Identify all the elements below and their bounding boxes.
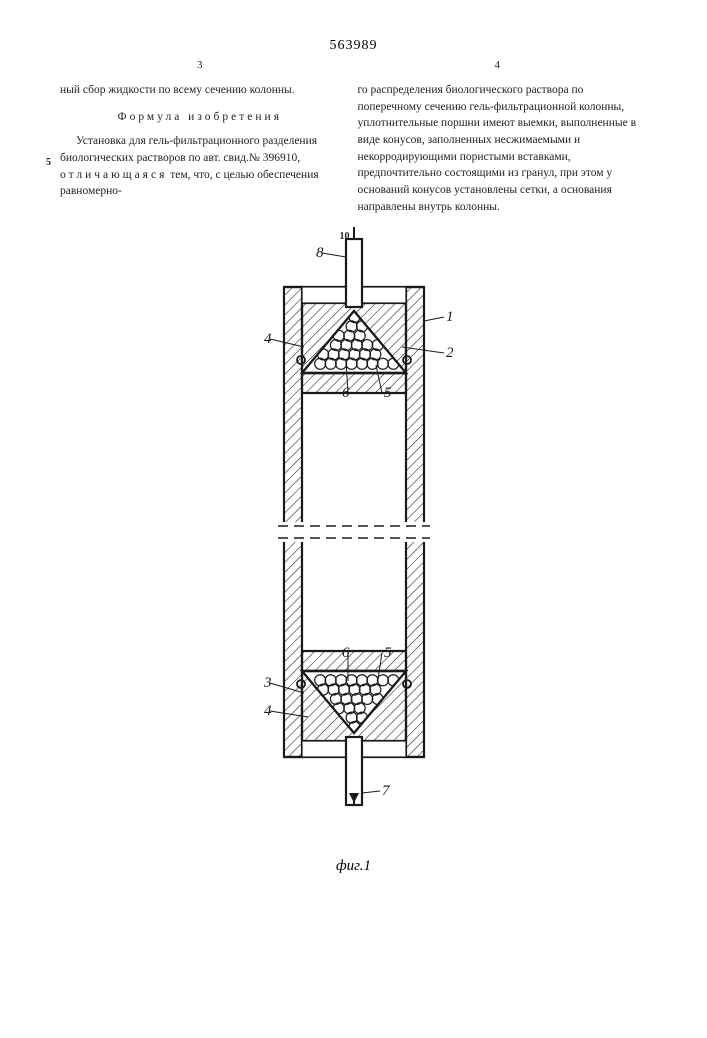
figure-wrap: 8 1 2 4 6 5 6 5 3 4 7 фиг.1 <box>0 227 707 875</box>
figure-caption: фиг.1 <box>0 858 707 875</box>
right-column: 4 го распределения биологического раство… <box>358 58 638 217</box>
svg-text:7: 7 <box>382 783 391 799</box>
svg-text:5: 5 <box>384 645 392 661</box>
svg-text:2: 2 <box>446 345 454 361</box>
svg-text:4: 4 <box>264 703 272 719</box>
formula-title: Формула изобретения <box>60 109 340 126</box>
line-marker-10: 10 <box>340 230 350 245</box>
svg-text:6: 6 <box>342 385 350 401</box>
svg-text:5: 5 <box>384 385 392 401</box>
svg-text:1: 1 <box>446 309 454 325</box>
left-column: 3 ный сбор жидкости по всему сечению кол… <box>60 58 340 217</box>
svg-text:4: 4 <box>264 331 272 347</box>
svg-text:3: 3 <box>263 675 272 691</box>
left-p2a: Установка для гель-фильтрационного разде… <box>60 135 317 164</box>
left-p2: Установка для гель-фильтрационного разде… <box>60 133 340 200</box>
left-col-num: 3 <box>60 58 340 74</box>
svg-text:8: 8 <box>316 245 324 261</box>
figure-svg: 8 1 2 4 6 5 6 5 3 4 7 <box>204 227 504 847</box>
svg-text:6: 6 <box>342 645 350 661</box>
left-p1: ный сбор жидкости по всему сечению колон… <box>60 82 340 99</box>
text-columns: 3 ный сбор жидкости по всему сечению кол… <box>0 58 707 217</box>
line-marker-5: 5 <box>46 156 51 171</box>
patent-number: 563989 <box>0 38 707 54</box>
left-p2b: отличающаяся <box>60 169 167 181</box>
right-p1: го распределения биологического раствора… <box>358 82 638 215</box>
right-col-num: 4 <box>358 58 638 74</box>
